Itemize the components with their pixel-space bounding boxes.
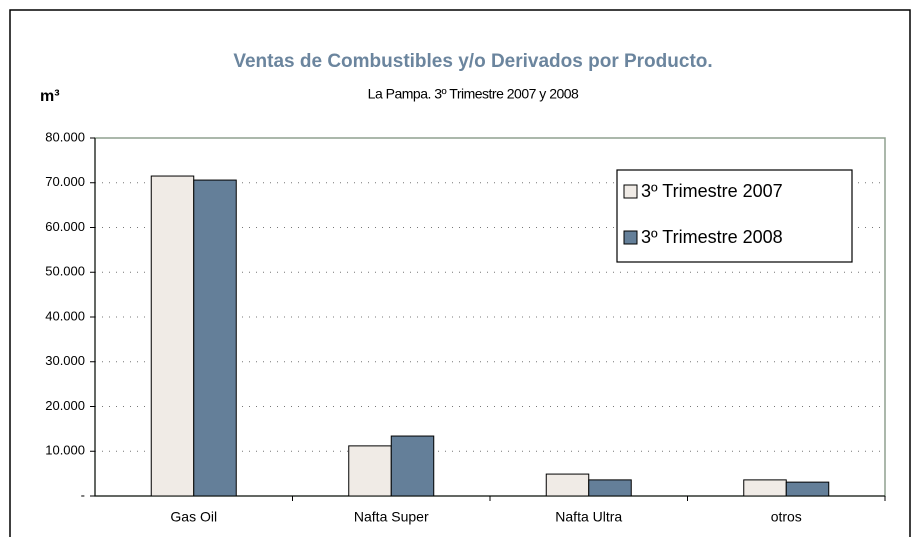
legend-label: 3º Trimestre 2008 xyxy=(641,227,783,247)
bar xyxy=(348,445,392,497)
y-tick-label: - xyxy=(81,487,85,502)
x-tick-label: otros xyxy=(771,509,802,525)
x-tick-label: Nafta Super xyxy=(354,509,429,525)
bar xyxy=(545,473,590,497)
bar xyxy=(150,175,195,497)
bar xyxy=(785,481,830,497)
bar xyxy=(193,179,237,497)
bar xyxy=(743,479,787,497)
y-tick-label: 80.000 xyxy=(45,129,85,144)
chart-title: Ventas de Combustibles y/o Derivados por… xyxy=(233,51,712,72)
y-axis-label: m³ xyxy=(40,88,60,105)
y-tick-label: 40.000 xyxy=(45,308,85,323)
y-tick-label: 20.000 xyxy=(45,398,85,413)
y-tick-label: 60.000 xyxy=(45,219,85,234)
chart-subtitle: La Pampa. 3º Trimestre 2007 y 2008 xyxy=(368,86,579,102)
y-tick-label: 70.000 xyxy=(45,174,85,189)
y-tick-label: 30.000 xyxy=(45,353,85,368)
legend-swatch xyxy=(623,230,638,245)
x-tick-label: Gas Oil xyxy=(170,509,217,525)
x-tick-label: Nafta Ultra xyxy=(555,509,622,525)
bar xyxy=(390,435,435,497)
y-tick-label: 10.000 xyxy=(45,443,85,458)
legend-box xyxy=(616,169,853,263)
legend-label: 3º Trimestre 2007 xyxy=(641,181,783,201)
bar xyxy=(588,479,632,497)
y-tick-label: 50.000 xyxy=(45,264,85,279)
legend-swatch xyxy=(623,184,638,199)
